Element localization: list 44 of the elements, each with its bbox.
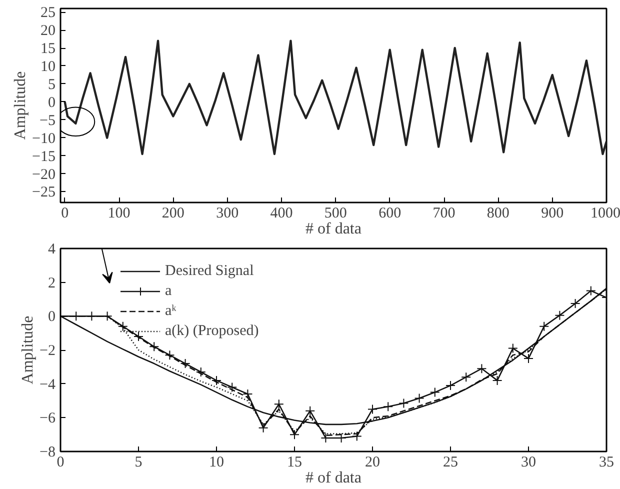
legend-label: a bbox=[165, 282, 173, 300]
legend-label: a(k) (Proposed) bbox=[165, 322, 259, 340]
y-tick-label: −4 bbox=[40, 376, 56, 393]
legend-label: Desired Signal bbox=[165, 262, 254, 280]
y-tick-label: 15 bbox=[40, 41, 56, 58]
y-tick-label: 10 bbox=[40, 58, 56, 75]
x-axis-title: # of data bbox=[306, 470, 362, 486]
x-tick-label: 200 bbox=[162, 206, 184, 222]
x-tick-label: 300 bbox=[216, 206, 239, 222]
y-tick-label: −2 bbox=[40, 343, 56, 359]
y-tick-label: 5 bbox=[48, 76, 56, 93]
x-tick-label: 900 bbox=[541, 206, 564, 222]
x-tick-label: 5 bbox=[134, 454, 142, 470]
y-tick-label: 0 bbox=[48, 309, 56, 326]
y-tick-label: 20 bbox=[40, 23, 56, 40]
x-tick-label: 10 bbox=[209, 454, 224, 470]
x-tick-label: 800 bbox=[486, 206, 510, 222]
y-axis-title: Amplitude bbox=[20, 316, 37, 384]
x-tick-label: 30 bbox=[521, 454, 536, 470]
x-tick-label: 600 bbox=[378, 206, 402, 222]
y-tick-label: 4 bbox=[48, 242, 56, 258]
x-tick-label: 500 bbox=[324, 206, 347, 222]
x-tick-label: 25 bbox=[443, 454, 458, 470]
x-tick-label: 100 bbox=[108, 206, 130, 222]
y-tick-label: −25 bbox=[32, 184, 56, 201]
x-tick-label: 700 bbox=[432, 206, 456, 222]
y-tick-label: −5 bbox=[40, 112, 56, 129]
y-tick-label: 25 bbox=[40, 5, 56, 22]
y-tick-label: −8 bbox=[40, 444, 56, 460]
legend-label: aᵏ bbox=[165, 302, 178, 320]
x-tick-label: 15 bbox=[287, 454, 302, 470]
x-tick-label: 35 bbox=[599, 454, 614, 470]
x-tick-label: 0 bbox=[61, 206, 69, 222]
y-tick-label: 2 bbox=[48, 275, 56, 292]
y-tick-label: 0 bbox=[48, 94, 56, 111]
y-tick-label: −10 bbox=[32, 130, 56, 147]
y-tick-label: −15 bbox=[32, 148, 56, 165]
y-tick-label: −20 bbox=[32, 166, 56, 183]
x-tick-label: 20 bbox=[365, 454, 380, 470]
y-tick-label: −6 bbox=[40, 410, 56, 427]
y-axis-title: Amplitude bbox=[12, 71, 30, 140]
x-tick-label: 400 bbox=[270, 206, 293, 222]
x-tick-label: 1000 bbox=[590, 206, 620, 222]
x-axis-title: # of data bbox=[306, 220, 362, 238]
